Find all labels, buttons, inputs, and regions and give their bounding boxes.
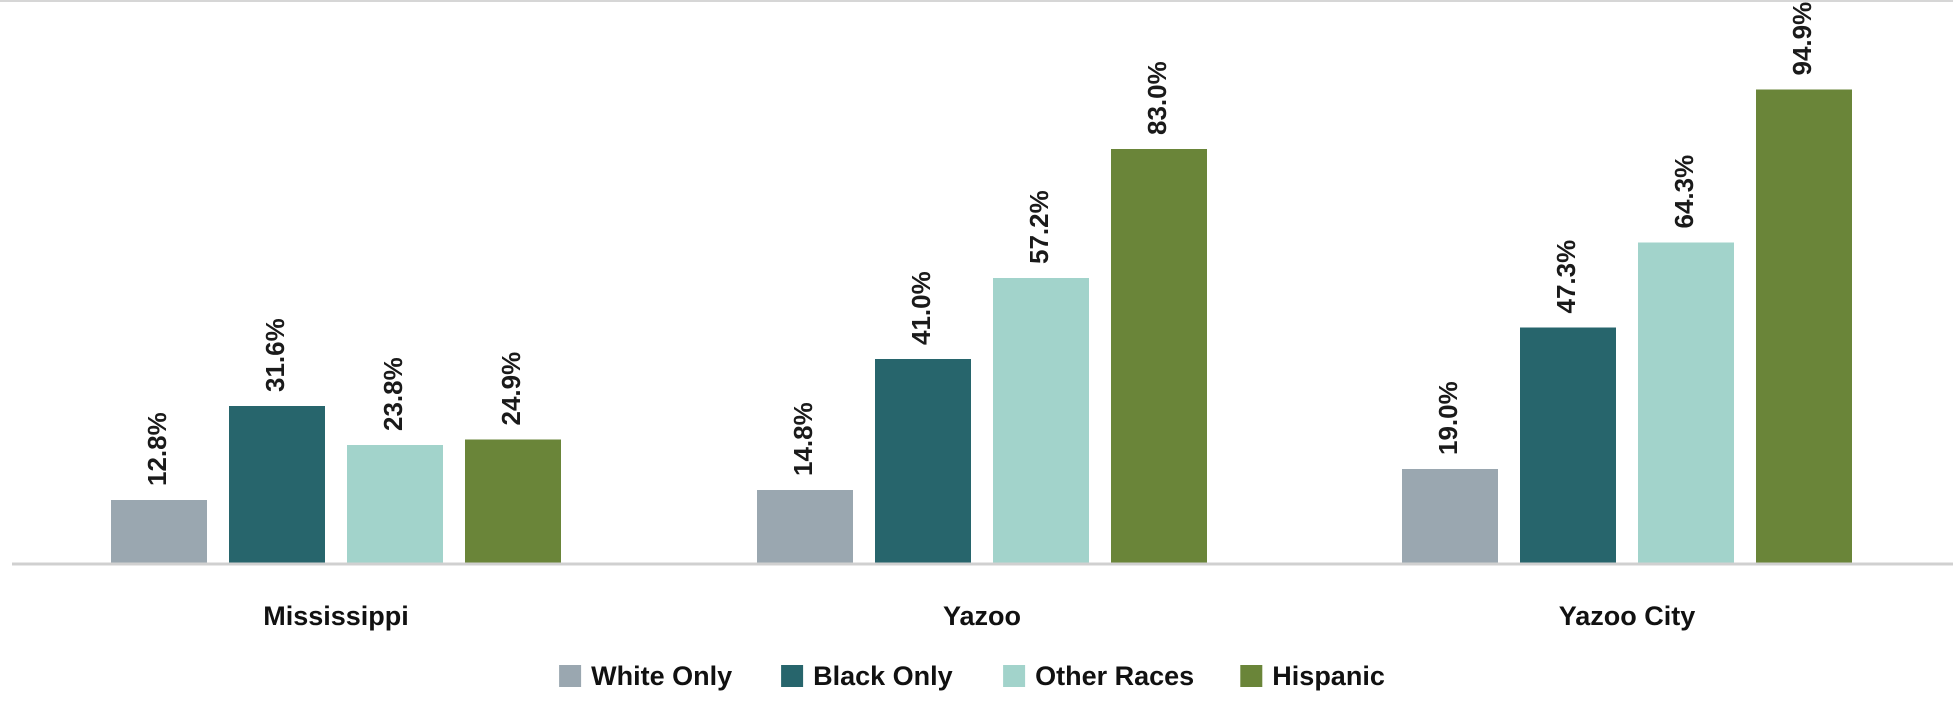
legend-label-white-only: White Only <box>591 661 732 691</box>
bar-yazoo-other-races <box>993 278 1089 564</box>
bar-yazoo-city-hispanic <box>1756 89 1852 564</box>
legend-label-black-only: Black Only <box>813 661 953 691</box>
category-label-mississippi: Mississippi <box>263 601 409 631</box>
data-label-yazoo-city-hispanic: 94.9% <box>1787 2 1817 76</box>
legend-label-hispanic: Hispanic <box>1272 661 1385 691</box>
data-label-mississippi-black-only: 31.6% <box>260 318 290 392</box>
legend: White Only Black Only Other Races Hispanic <box>559 661 1385 691</box>
legend-label-other-races: Other Races <box>1035 661 1194 691</box>
bar-yazoo-city-other-races <box>1638 242 1734 564</box>
category-label-yazoo-city: Yazoo City <box>1559 601 1696 631</box>
bar-yazoo-black-only <box>875 359 971 564</box>
bar-yazoo-city-white-only <box>1402 469 1498 564</box>
data-label-yazoo-city-white-only: 19.0% <box>1433 381 1463 455</box>
bars: 12.8% 31.6% 23.8% 24.9% 14.8% 41.0% 57.2% 83.0%… <box>111 2 1852 564</box>
data-label-mississippi-white-only: 12.8% <box>142 412 172 486</box>
data-label-mississippi-hispanic: 24.9% <box>496 352 526 426</box>
data-label-yazoo-city-other-races: 64.3% <box>1669 155 1699 229</box>
bar-yazoo-city-black-only <box>1520 327 1616 564</box>
data-label-yazoo-city-black-only: 47.3% <box>1551 240 1581 314</box>
data-label-mississippi-other-races: 23.8% <box>378 357 408 431</box>
bar-mississippi-black-only <box>229 406 325 564</box>
legend-swatch-white-only <box>559 665 582 687</box>
data-label-yazoo-black-only: 41.0% <box>906 271 936 345</box>
bar-mississippi-white-only <box>111 500 207 564</box>
legend-swatch-other-races <box>1003 665 1026 687</box>
bar-mississippi-other-races <box>347 445 443 564</box>
bar-mississippi-hispanic <box>465 439 561 564</box>
data-label-yazoo-other-races: 57.2% <box>1024 190 1054 264</box>
data-label-yazoo-hispanic: 83.0% <box>1142 61 1172 135</box>
bar-yazoo-white-only <box>757 490 853 564</box>
category-label-yazoo: Yazoo <box>943 601 1021 631</box>
bar-yazoo-hispanic <box>1111 149 1207 564</box>
data-label-yazoo-white-only: 14.8% <box>788 402 818 476</box>
legend-swatch-black-only <box>781 665 804 687</box>
category-labels: Mississippi Yazoo Yazoo City <box>263 601 1695 631</box>
legend-swatch-hispanic <box>1240 665 1263 687</box>
